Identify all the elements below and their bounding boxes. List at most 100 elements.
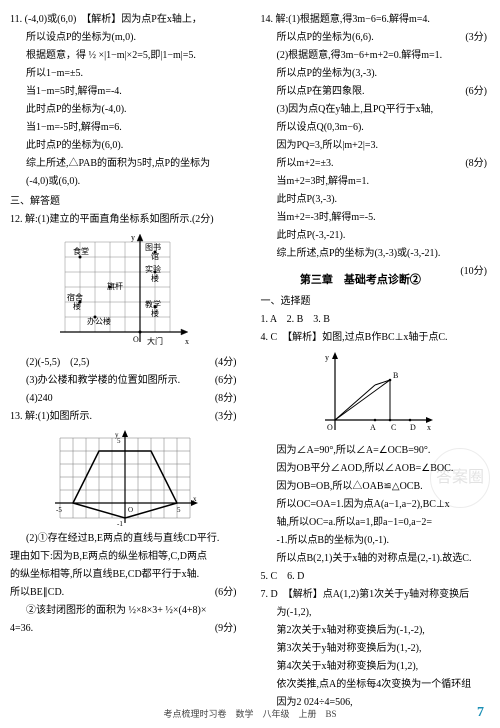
- q4-l7: -1.所以点B的坐标为(0,-1).: [260, 533, 490, 550]
- svg-text:x: x: [193, 495, 197, 503]
- svg-text:-5: -5: [56, 506, 62, 514]
- page-number: 7: [477, 701, 484, 724]
- svg-text:x: x: [427, 423, 431, 432]
- q11-l8: 此时点P的坐标为(6,0).: [10, 138, 240, 155]
- q12-l1: 12. 解:(1)建立的平面直角坐标系如图所示.(2分): [10, 212, 240, 229]
- q11-l7: 当1−m=-5时,解得m=6.: [10, 120, 240, 137]
- q4-l3: 因为OB平分∠AOD,所以∠AOB=∠BOC.: [260, 461, 490, 478]
- q7-l6: 依次类推,点A的坐标每4次变换为一个循环组: [260, 677, 490, 694]
- svg-text:宿舍: 宿舍: [67, 292, 83, 302]
- svg-text:y: y: [131, 233, 135, 242]
- svg-text:-1: -1: [117, 520, 123, 528]
- q14-l8: 因为PQ=3,所以|m+2|=3.: [260, 138, 490, 155]
- q13-l5: 所以BE∥CD. (6分): [10, 585, 240, 602]
- q14-l3: (2)根据题意,得3m−6+m+2=0.解得m=1.: [260, 48, 490, 65]
- q11-head: 11. (-4,0)或(6,0) 【解析】因为点P在x轴上，: [10, 12, 240, 29]
- q13-l7: 4=36. (9分): [10, 621, 240, 638]
- q12-l4: (4)240 (8分): [10, 391, 240, 408]
- q13-l1-text: 13. 解:(1)如图所示.: [10, 411, 92, 422]
- svg-text:办公楼: 办公楼: [87, 316, 111, 326]
- q14-l4: 所以点P的坐标为(3,-3).: [260, 66, 490, 83]
- q11-l10: (-4,0)或(6,0).: [10, 174, 240, 191]
- q12-s4: (8分): [215, 391, 240, 408]
- q11-l4: 所以1−m=±5.: [10, 66, 240, 83]
- q13-chart: -5O5 5xy -1: [50, 428, 200, 528]
- q14-l9: 所以m+2=±3. (8分): [260, 156, 490, 173]
- q12-s2: (4分): [215, 355, 240, 372]
- q14-s9: (8分): [465, 156, 490, 173]
- q4-chart: OA BC D xy: [315, 350, 435, 440]
- q14-l6: (3)因为点Q在y轴上,且PQ平行于x轴,: [260, 102, 490, 119]
- svg-text:实验: 实验: [145, 264, 161, 274]
- q14-l14: 综上所述,点P的坐标为(3,-3)或(-3,-21).: [260, 246, 490, 263]
- q4-l6: 轴,所以OC=a.所以a=1,即a−1=0,a−2=: [260, 515, 490, 532]
- q4-l5: 所以OC=OA=1.因为点A(a−1,a−2),BC⊥x: [260, 497, 490, 514]
- svg-text:大门: 大门: [147, 336, 163, 346]
- svg-text:y: y: [325, 353, 329, 362]
- q12-l2-text: (2)(-5,5) (2,5): [26, 357, 89, 368]
- svg-text:O: O: [133, 335, 139, 344]
- q11-l6: 此时点P的坐标为(-4,0).: [10, 102, 240, 119]
- q14-l11: 此时点P(3,-3).: [260, 192, 490, 209]
- q7-l4: 第3次关于y轴对称变换后为(1,-2),: [260, 641, 490, 658]
- chapter3-title: 第三章 基础考点诊断②: [260, 271, 490, 289]
- svg-text:O: O: [327, 423, 333, 432]
- q13-l4: 的纵坐标相等,所以直线BE,CD都平行于x轴.: [10, 567, 240, 584]
- q13-l1: 13. 解:(1)如图所示. (3分): [10, 409, 240, 426]
- q7-l5: 第4次关于x轴对称变换后为(1,2),: [260, 659, 490, 676]
- svg-text:B: B: [393, 371, 398, 380]
- column-divider: [250, 12, 251, 692]
- svg-text:楼: 楼: [151, 308, 159, 318]
- q14-l5-text: 所以点P在第四象限.: [276, 86, 364, 97]
- q12-l3-text: (3)办公楼和教学楼的位置如图所示.: [26, 375, 180, 386]
- q11-l3: 根据题意，得 ½ ×|1−m|×2=5,即|1−m|=5.: [10, 48, 240, 65]
- answers-5-6: 5. C 6. D: [260, 569, 490, 586]
- q13-l6: ②该封闭图形的面积为 ½×8×3+ ½×(4+8)×: [10, 603, 240, 620]
- q14-s5: (6分): [465, 84, 490, 101]
- q14-l2-text: 所以点P的坐标为(6,6).: [276, 32, 373, 43]
- q13-s1: (3分): [215, 409, 240, 426]
- q12-l3: (3)办公楼和教学楼的位置如图所示. (6分): [10, 373, 240, 390]
- svg-text:食堂: 食堂: [73, 246, 89, 256]
- q7-l2: 为(-1,2),: [260, 605, 490, 622]
- svg-text:楼: 楼: [151, 273, 159, 283]
- q4-l8: 所以点B(2,1)关于x轴的对称点是(2,-1).故选C.: [260, 551, 490, 568]
- q4-l4: 因为OB=OB,所以△OAB≌△OCB.: [260, 479, 490, 496]
- q12-l4-text: (4)240: [26, 393, 53, 404]
- q13-l2: (2)①存在经过B,E两点的直线与直线CD平行.: [10, 531, 240, 548]
- q14-l9-text: 所以m+2=±3.: [276, 158, 333, 169]
- q14-l13: 此时点P(-3,-21).: [260, 228, 490, 245]
- footer-text: 考点梳理时习卷 数学 八年级 上册 BS: [0, 707, 500, 722]
- left-column: 11. (-4,0)或(6,0) 【解析】因为点P在x轴上， 所以设点P的坐标为…: [10, 12, 240, 692]
- q14-l12: 当m+2=-3时,解得m=-5.: [260, 210, 490, 227]
- q14-s14-text: (10分): [460, 264, 490, 281]
- q12-l2: (2)(-5,5) (2,5) (4分): [10, 355, 240, 372]
- svg-text:y: y: [115, 431, 119, 439]
- q14-l1: 14. 解:(1)根据题意,得3m−6=6.解得m=4.: [260, 12, 490, 29]
- section3-head: 三、解答题: [10, 194, 240, 211]
- svg-text:教学: 教学: [145, 299, 161, 309]
- q14-l10: 当m+2=3时,解得m=1.: [260, 174, 490, 191]
- answers-1-3: 1. A 2. B 3. B: [260, 312, 490, 329]
- q11-l5: 当1−m=5时,解得m=-4.: [10, 84, 240, 101]
- q13-s5: (6分): [215, 585, 240, 602]
- q7-l3: 第2次关于x轴对称变换后为(-1,-2),: [260, 623, 490, 640]
- right-column: 14. 解:(1)根据题意,得3m−6=6.解得m=4. 所以点P的坐标为(6,…: [260, 12, 490, 692]
- q13-l3: 理由如下:因为B,E两点的纵坐标相等,C,D两点: [10, 549, 240, 566]
- q14-l2: 所以点P的坐标为(6,6).(3分): [260, 30, 490, 47]
- q13-l7-text: 4=36.: [10, 623, 33, 634]
- q12-s3: (6分): [215, 373, 240, 390]
- q14-l5: 所以点P在第四象限. (6分): [260, 84, 490, 101]
- q11-l9: 综上所述,△PAB的面积为5时,点P的坐标为: [10, 156, 240, 173]
- svg-text:x: x: [185, 337, 189, 346]
- svg-text:C: C: [391, 423, 396, 432]
- q14-l7: 所以设点Q(0,3m−6).: [260, 120, 490, 137]
- q4-l2: 因为∠A=90°,所以∠A=∠OCB=90°.: [260, 443, 490, 460]
- svg-text:5: 5: [177, 506, 181, 514]
- svg-text:图书: 图书: [145, 242, 161, 252]
- q12-chart: 食堂 图书馆 实验楼 旗杆 宿舍楼 教学楼 办公楼 大门 O x y: [55, 232, 195, 352]
- q4-l1: 4. C 【解析】如图,过点B作BC⊥x轴于点C.: [260, 330, 490, 347]
- svg-text:O: O: [128, 506, 133, 514]
- q13-l5-text: 所以BE∥CD.: [10, 587, 64, 598]
- q13-s7: (9分): [215, 621, 240, 638]
